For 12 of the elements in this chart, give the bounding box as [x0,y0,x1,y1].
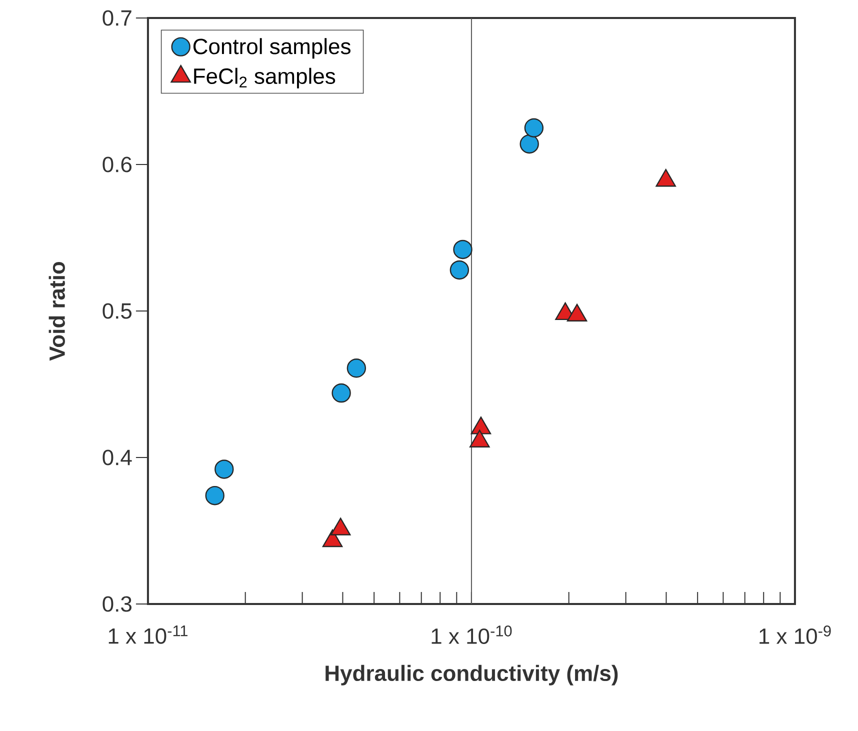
x-tick-label: 1 x 10$^{-11}$ [108,626,188,644]
legend-label: FeCl$_{2}$ samples [194,68,336,88]
y-tick-label: 0.6 [102,156,132,172]
x-tick-label: 1 x 10$^{-9}$ [760,626,831,644]
x-axis-title: Hydraulic conductivity (m/s) [326,664,618,686]
x-tick-label: 1 x 10$^{-10}$ [432,626,512,644]
y-axis-title: Void ratio [48,262,65,361]
y-tick-label: 0.3 [102,596,132,612]
y-tick-label: 0.5 [102,303,132,319]
legend-label: Control samples [193,38,350,59]
y-tick-label: 0.4 [102,450,132,466]
y-tick-label: 0.7 [102,10,132,26]
